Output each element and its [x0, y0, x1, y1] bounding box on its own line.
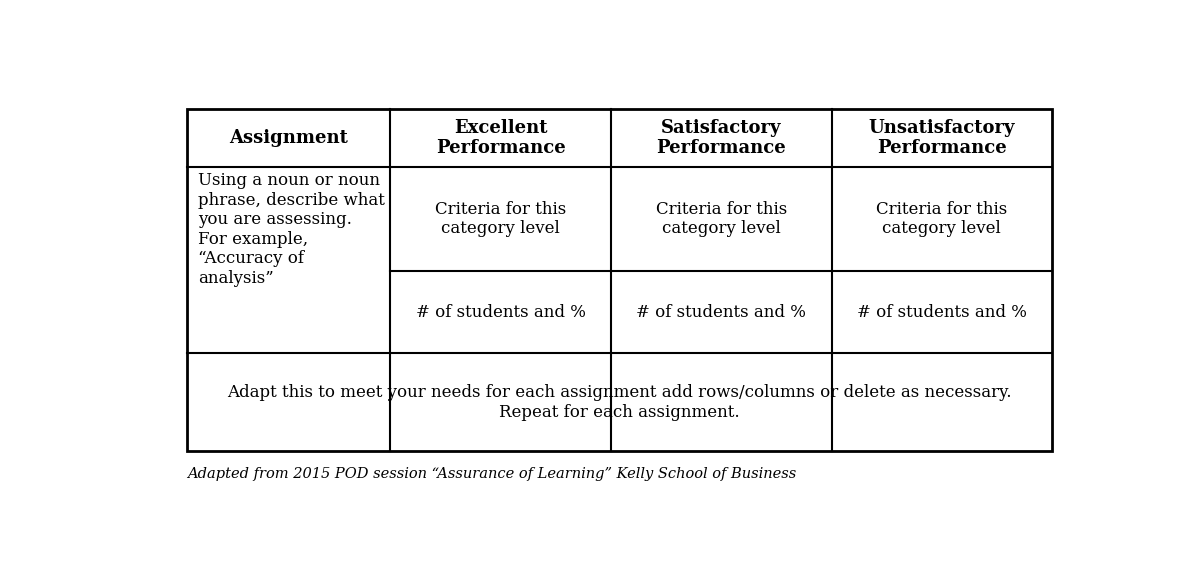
Text: # of students and %: # of students and % — [636, 304, 806, 321]
Text: # of students and %: # of students and % — [415, 304, 586, 321]
Text: Adapt this to meet your needs for each assignment add rows/columns or delete as : Adapt this to meet your needs for each a… — [228, 384, 1012, 421]
Text: Assignment: Assignment — [229, 129, 348, 147]
Text: Satisfactory
Performance: Satisfactory Performance — [656, 118, 786, 158]
Bar — [187, 109, 1052, 451]
Text: Criteria for this
category level: Criteria for this category level — [876, 201, 1008, 237]
Text: Using a noun or noun
phrase, describe what
you are assessing.
For example,
“Accu: Using a noun or noun phrase, describe wh… — [198, 172, 385, 287]
Text: Excellent
Performance: Excellent Performance — [436, 118, 565, 158]
Text: # of students and %: # of students and % — [857, 304, 1027, 321]
Text: Criteria for this
category level: Criteria for this category level — [436, 201, 566, 237]
Text: Criteria for this
category level: Criteria for this category level — [655, 201, 787, 237]
Text: Unsatisfactory
Performance: Unsatisfactory Performance — [869, 118, 1015, 158]
Text: Adapted from 2015 POD session “Assurance of Learning” Kelly School of Business: Adapted from 2015 POD session “Assurance… — [187, 467, 797, 481]
